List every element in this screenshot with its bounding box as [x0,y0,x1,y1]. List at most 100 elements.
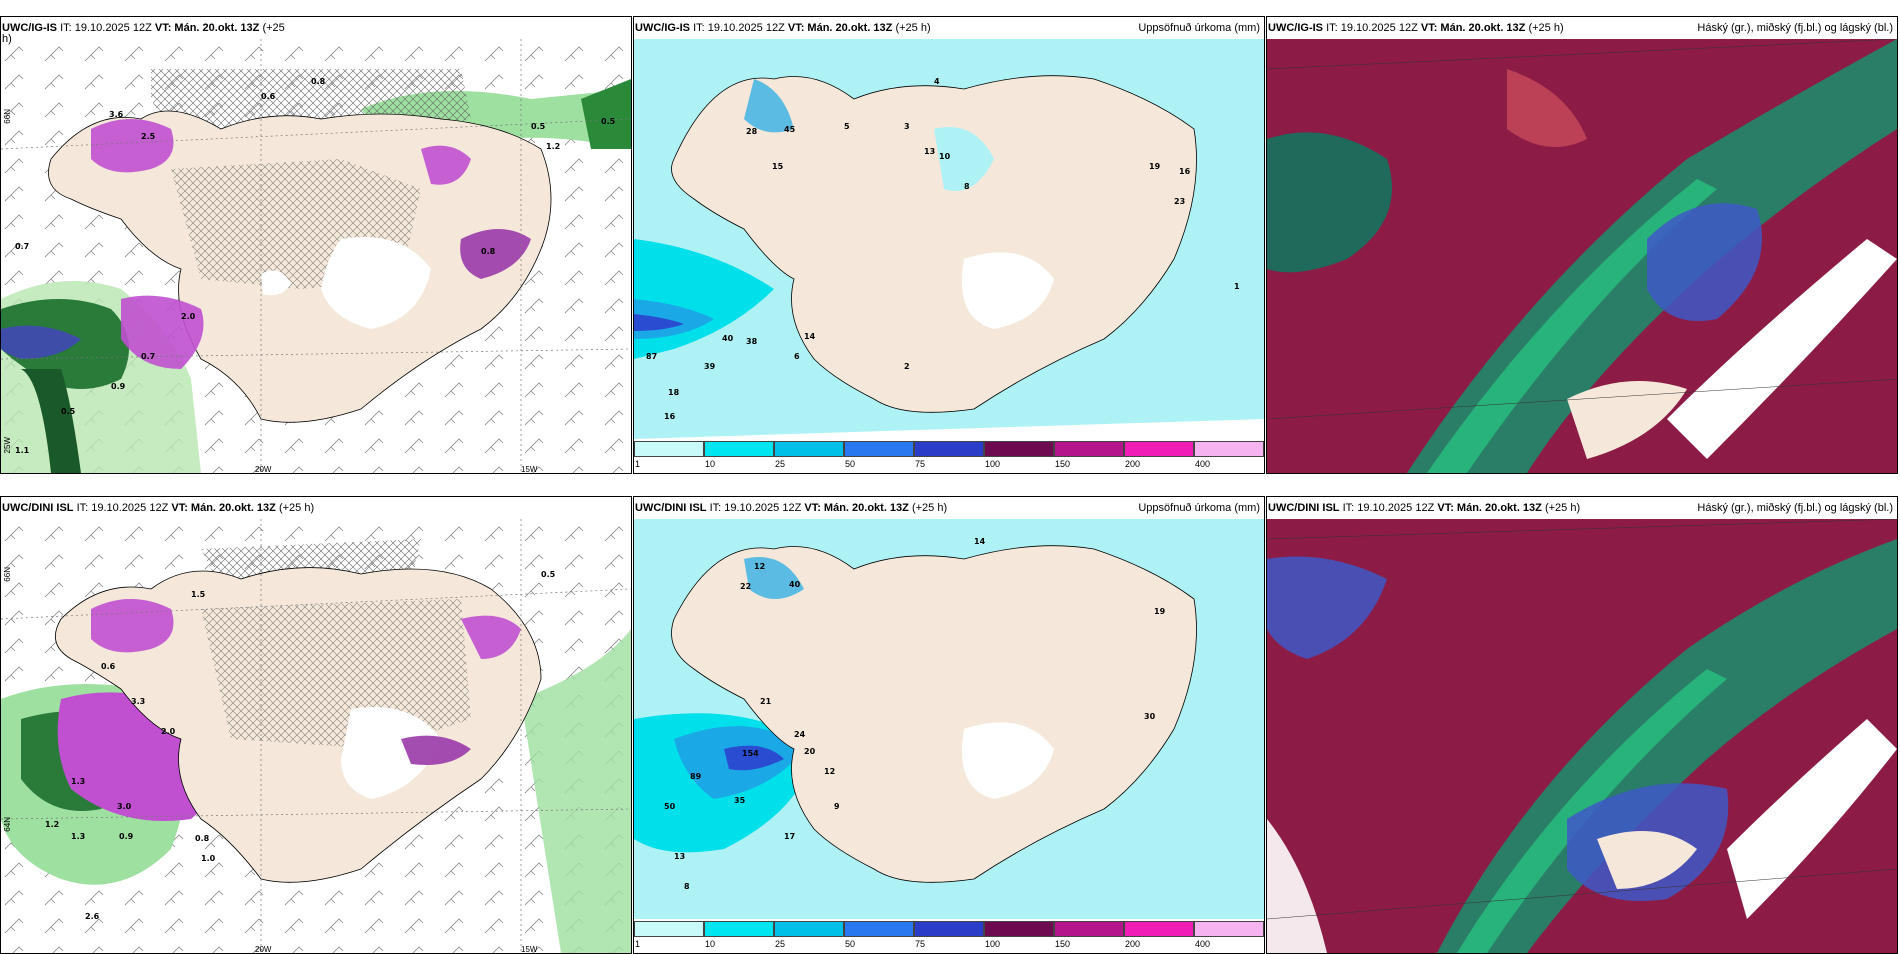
glacier-vatnajokull [962,722,1054,799]
cloud-low-nw [1267,556,1387,659]
value-label: 1.5 [191,590,206,599]
glacier-vatnajokull [341,707,441,799]
model-name: UWC/IG-IS [2,22,57,34]
value-label: 0.9 [111,382,126,391]
value-label: 28 [746,127,758,136]
blue-precip [1,325,81,359]
value-label: 16 [664,412,676,421]
glacier-vatnajokull [962,252,1054,329]
lat-label: 66N [3,567,12,582]
value-label: 19 [1154,607,1166,616]
panel-header: UWC/DINI ISL IT: 19.10.2025 12Z VT: Mán.… [1,497,631,519]
colorbar-tick: 1 [635,939,641,949]
magenta-snow-nw [91,119,174,173]
value-label: 1.3 [71,777,85,786]
valid-time: VT: Mán. 20.okt. 13Z [171,502,276,514]
magenta-snow-ne [461,615,521,659]
land-iceland [671,545,1197,883]
lon-label: 15W [521,945,538,954]
magenta-snow-nw [91,599,174,653]
magenta-snow-ne [421,145,471,185]
lead-time: (+25 [262,22,285,34]
colorbar-tick: 100 [985,939,1001,949]
lon-label: 15W [521,465,538,474]
model-name: UWC/IG-IS [1268,22,1323,34]
lon-label: 20W [255,945,272,954]
field-title: Uppsöfnuð úrkoma (mm) [1138,502,1260,514]
colorbar-tick: 150 [1055,939,1071,949]
colorbar-swatch [1124,921,1194,937]
colorbar-swatch [1054,441,1124,457]
colorbar-tick: 75 [915,459,926,469]
graticule [1,519,631,953]
value-label: 40 [722,334,734,343]
value-label: 18 [668,388,680,397]
field-title: Uppsöfnuð úrkoma (mm) [1138,22,1260,34]
colorbar: 1 10 25 50 75 100 150 200 400 [634,919,1264,953]
value-label: 35 [734,796,746,805]
lead-time: (+25 h) [895,22,931,34]
colorbar-tick: 400 [1195,459,1211,469]
colorbar-tick: 150 [1055,459,1071,469]
valid-time: VT: Mán. 20.okt. 13Z [787,22,893,34]
lead-time: (+25 h) [278,502,315,514]
green-north-dark [581,79,631,149]
value-label: 14 [974,537,986,546]
colorbar-swatch [704,441,774,457]
value-label: 2.0 [161,727,176,736]
valid-time: VT: Mán. 20.okt. 13Z [804,502,909,514]
colorbar-tick: 50 [845,459,856,469]
value-label: 0.5 [541,570,556,579]
colorbar-swatch [774,921,844,937]
map-ig-is-precip-type: 3.6 2.5 0.6 0.8 0.7 0.5 1.2 0.7 0.9 0.5 … [1,39,631,473]
model-name: UWC/IG-IS [635,22,690,34]
map-ig-is-clouds [1267,39,1897,473]
value-label: 15 [772,162,784,171]
value-label: 3.6 [109,110,124,119]
colorbar-tick: 1 [635,459,641,469]
map-dini-clouds [1267,519,1897,953]
lon-label: 25W [3,437,12,454]
clear-sky-sw [1267,819,1327,953]
lead-time: (+25 h) [911,502,948,514]
value-label: 154 [742,749,759,758]
init-time: IT: 19.10.2025 12Z [693,22,785,34]
value-label: 1.2 [546,142,560,151]
lat-label: 64N [3,817,12,832]
colorbar-swatch [1194,921,1264,937]
value-label: 19 [1149,162,1161,171]
value-label: 22 [740,582,751,591]
value-label: 40 [789,580,801,589]
panel-header: UWC/IG-IS IT: 19.10.2025 12Z VT: Mán. 20… [634,17,1264,39]
valid-time: VT: Mán. 20.okt. 13Z [154,22,260,34]
precip-westfjords [744,557,804,599]
colorbar-tick: 25 [775,939,786,949]
colorbar: 1 10 25 50 75 100 150 200 400 [634,439,1264,473]
value-label: 89 [690,772,702,781]
value-label: 17 [784,832,795,841]
clear-sky [1667,239,1897,459]
value-label: 1 [1234,282,1240,291]
colorbar-tick: 200 [1125,939,1141,949]
colorbar-swatch [704,921,774,937]
colorbar-swatch [844,441,914,457]
init-time: IT: 19.10.2025 12Z [709,502,802,514]
colorbar-tick: 10 [705,939,716,949]
colorbar-swatch [984,441,1054,457]
value-label: 87 [646,352,657,361]
value-label: 38 [746,337,758,346]
panel-ig-is-precip: UWC/IG-IS IT: 19.10.2025 12Z VT: Mán. 20… [633,16,1265,474]
map-ig-is-precip: 28 45 15 4 3 5 13 10 8 19 16 23 40 38 39… [634,39,1264,473]
lon-label: 20W [255,465,272,474]
value-label: 1.3 [71,832,85,841]
init-time: IT: 19.10.2025 12Z [1342,502,1435,514]
value-label: 8 [684,882,690,891]
value-label: 0.7 [141,352,155,361]
cloud-low-blue [1647,203,1762,321]
magenta-snow-east [460,229,531,279]
value-label: 5 [844,122,850,131]
map-dini-precip: 14 12 22 40 21 154 89 50 35 13 8 17 20 2… [634,519,1264,953]
lead-time: (+25 h) [1544,502,1581,514]
value-label: 0.5 [61,407,76,416]
magenta-snow-south [401,735,471,765]
